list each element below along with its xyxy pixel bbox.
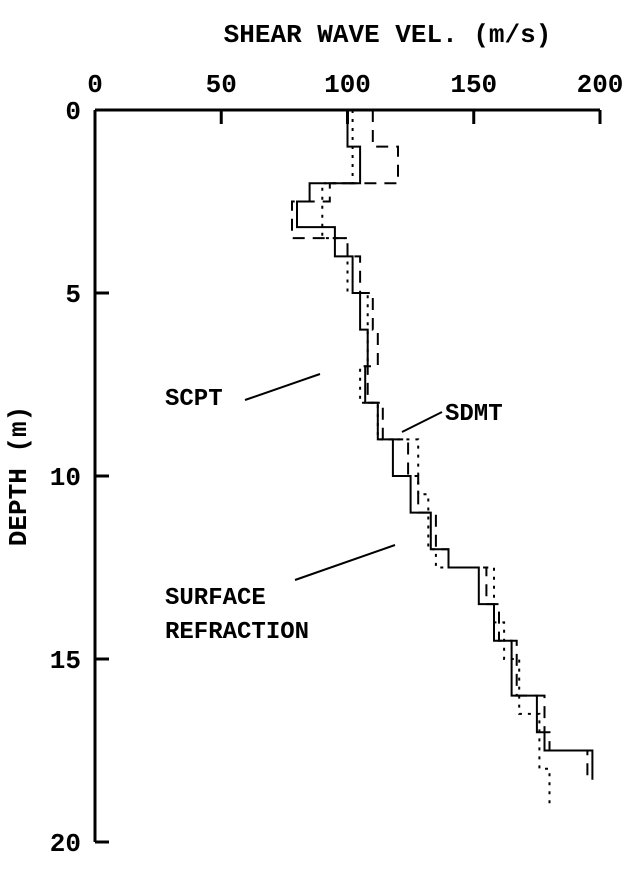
annotation-label: REFRACTION [165,619,309,646]
y-tick-label: 15 [50,646,81,676]
series-surface-refraction [322,110,549,805]
y-tick-label: 5 [65,280,81,310]
y-tick-label: 0 [65,97,81,127]
x-tick-label: 200 [577,70,624,100]
annotation-label: SCPT [165,386,223,413]
annotation-label: SDMT [445,401,503,428]
x-tick-label: 50 [206,70,237,100]
shear-wave-chart: 0 50 100 150 200 0 5 10 15 20 SHEAR WAVE VEL. (m/s… [0,0,643,870]
series-scpt [297,110,592,780]
y-tick-label: 20 [50,829,81,859]
annotation-leader [245,374,320,400]
annotation-leader [295,545,395,580]
annotation-label: SURFACE [165,585,266,612]
x-axis-label: SHEAR WAVE VEL. (m/s) [224,20,552,50]
annotation-leader [402,412,442,432]
x-tick-label: 150 [450,70,497,100]
y-tick-label: 10 [50,463,81,493]
y-axis-label: DEPTH (m) [4,406,34,546]
x-tick-label: 100 [324,70,371,100]
x-tick-label: 0 [87,70,103,100]
series-sdmt [292,110,587,776]
